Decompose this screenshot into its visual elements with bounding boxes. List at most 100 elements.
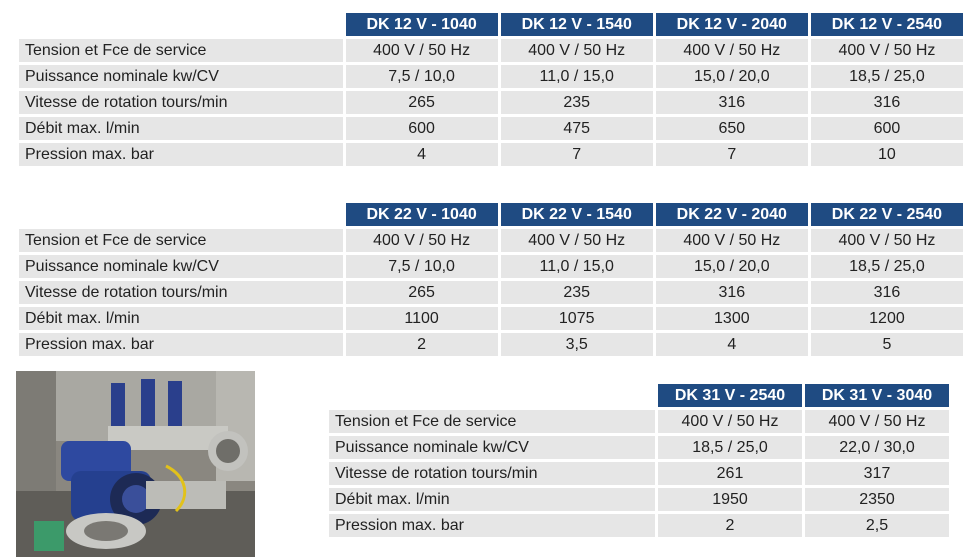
header-spacer (329, 384, 655, 407)
row-label: Débit max. l/min (19, 117, 343, 140)
table-cell: 18,5 / 25,0 (810, 255, 963, 278)
row-label: Débit max. l/min (19, 307, 343, 330)
table-cell: 22,0 / 30,0 (805, 436, 949, 459)
table-cell: 600 (345, 117, 498, 140)
table-cell: 400 V / 50 Hz (805, 410, 949, 433)
table-row: Débit max. l/min 600 475 650 600 (19, 117, 963, 140)
table-cell: 235 (500, 281, 653, 304)
table-cell: 317 (805, 462, 949, 485)
row-label: Débit max. l/min (329, 488, 655, 511)
row-label: Puissance nominale kw/CV (19, 255, 343, 278)
table-cell: 400 V / 50 Hz (345, 229, 498, 252)
table-cell: 1950 (658, 488, 802, 511)
table-row: Pression max. bar 2 3,5 4 5 (19, 333, 963, 356)
table-cell: 265 (345, 91, 498, 114)
table-cell: 7,5 / 10,0 (345, 65, 498, 88)
table-cell: 316 (655, 281, 808, 304)
table-cell: 5 (810, 333, 963, 356)
row-label: Puissance nominale kw/CV (19, 65, 343, 88)
table-cell: 1100 (345, 307, 498, 330)
table-row: Tension et Fce de service 400 V / 50 Hz … (329, 410, 949, 433)
pump-spec-table-dk31: DK 31 V - 2540 DK 31 V - 3040 Tension et… (326, 381, 952, 540)
pump-photo-illustration (16, 371, 255, 557)
table-cell: 11,0 / 15,0 (500, 255, 653, 278)
table-cell: 7 (655, 143, 808, 166)
table-cell: 400 V / 50 Hz (345, 39, 498, 62)
table-cell: 7 (500, 143, 653, 166)
row-label: Pression max. bar (329, 514, 655, 537)
row-label: Vitesse de rotation tours/min (329, 462, 655, 485)
table-header-row: DK 12 V - 1040 DK 12 V - 1540 DK 12 V - … (19, 13, 963, 36)
row-label: Pression max. bar (19, 333, 343, 356)
pump-spec-table-dk12: DK 12 V - 1040 DK 12 V - 1540 DK 12 V - … (16, 10, 966, 169)
column-header: DK 12 V - 2040 (655, 13, 808, 36)
table-row: Débit max. l/min 1100 1075 1300 1200 (19, 307, 963, 330)
table-cell: 400 V / 50 Hz (500, 39, 653, 62)
row-label: Tension et Fce de service (329, 410, 655, 433)
header-spacer (19, 13, 343, 36)
table-cell: 1075 (500, 307, 653, 330)
table-cell: 10 (810, 143, 963, 166)
row-label: Tension et Fce de service (19, 39, 343, 62)
column-header: DK 22 V - 1540 (500, 203, 653, 226)
table-row: Vitesse de rotation tours/min 261 317 (329, 462, 949, 485)
table-cell: 1200 (810, 307, 963, 330)
table-cell: 3,5 (500, 333, 653, 356)
table-cell: 1300 (655, 307, 808, 330)
column-header: DK 31 V - 3040 (805, 384, 949, 407)
table-header-row: DK 31 V - 2540 DK 31 V - 3040 (329, 384, 949, 407)
column-header: DK 22 V - 2540 (810, 203, 963, 226)
table-cell: 4 (655, 333, 808, 356)
row-label: Pression max. bar (19, 143, 343, 166)
column-header: DK 12 V - 2540 (810, 13, 963, 36)
column-header: DK 22 V - 2040 (655, 203, 808, 226)
table-cell: 475 (500, 117, 653, 140)
table-cell: 400 V / 50 Hz (658, 410, 802, 433)
table-cell: 400 V / 50 Hz (810, 39, 963, 62)
table-row: Puissance nominale kw/CV 7,5 / 10,0 11,0… (19, 255, 963, 278)
row-label: Vitesse de rotation tours/min (19, 281, 343, 304)
table-row: Débit max. l/min 1950 2350 (329, 488, 949, 511)
table-row: Pression max. bar 2 2,5 (329, 514, 949, 537)
table-header-row: DK 22 V - 1040 DK 22 V - 1540 DK 22 V - … (19, 203, 963, 226)
row-label: Vitesse de rotation tours/min (19, 91, 343, 114)
table-row: Vitesse de rotation tours/min 265 235 31… (19, 281, 963, 304)
table-cell: 316 (810, 91, 963, 114)
table-row: Vitesse de rotation tours/min 265 235 31… (19, 91, 963, 114)
row-label: Puissance nominale kw/CV (329, 436, 655, 459)
table-cell: 18,5 / 25,0 (810, 65, 963, 88)
table-cell: 2 (345, 333, 498, 356)
table-cell: 15,0 / 20,0 (655, 255, 808, 278)
table-row: Tension et Fce de service 400 V / 50 Hz … (19, 229, 963, 252)
table-row: Puissance nominale kw/CV 18,5 / 25,0 22,… (329, 436, 949, 459)
table-cell: 265 (345, 281, 498, 304)
table-cell: 11,0 / 15,0 (500, 65, 653, 88)
table-cell: 2350 (805, 488, 949, 511)
pump-installation-photo (16, 371, 255, 557)
table-cell: 400 V / 50 Hz (810, 229, 963, 252)
table-cell: 7,5 / 10,0 (345, 255, 498, 278)
table-row: Tension et Fce de service 400 V / 50 Hz … (19, 39, 963, 62)
table-cell: 650 (655, 117, 808, 140)
row-label: Tension et Fce de service (19, 229, 343, 252)
column-header: DK 12 V - 1040 (345, 13, 498, 36)
table-cell: 316 (655, 91, 808, 114)
table-cell: 235 (500, 91, 653, 114)
table-cell: 261 (658, 462, 802, 485)
table-cell: 2,5 (805, 514, 949, 537)
table-cell: 600 (810, 117, 963, 140)
table-cell: 4 (345, 143, 498, 166)
table-cell: 400 V / 50 Hz (655, 229, 808, 252)
column-header: DK 31 V - 2540 (658, 384, 802, 407)
pump-spec-table-dk22: DK 22 V - 1040 DK 22 V - 1540 DK 22 V - … (16, 200, 966, 359)
table-cell: 15,0 / 20,0 (655, 65, 808, 88)
column-header: DK 22 V - 1040 (345, 203, 498, 226)
table-row: Puissance nominale kw/CV 7,5 / 10,0 11,0… (19, 65, 963, 88)
table-row: Pression max. bar 4 7 7 10 (19, 143, 963, 166)
table-cell: 400 V / 50 Hz (500, 229, 653, 252)
table-cell: 316 (810, 281, 963, 304)
column-header: DK 12 V - 1540 (500, 13, 653, 36)
table-cell: 400 V / 50 Hz (655, 39, 808, 62)
header-spacer (19, 203, 343, 226)
table-cell: 2 (658, 514, 802, 537)
